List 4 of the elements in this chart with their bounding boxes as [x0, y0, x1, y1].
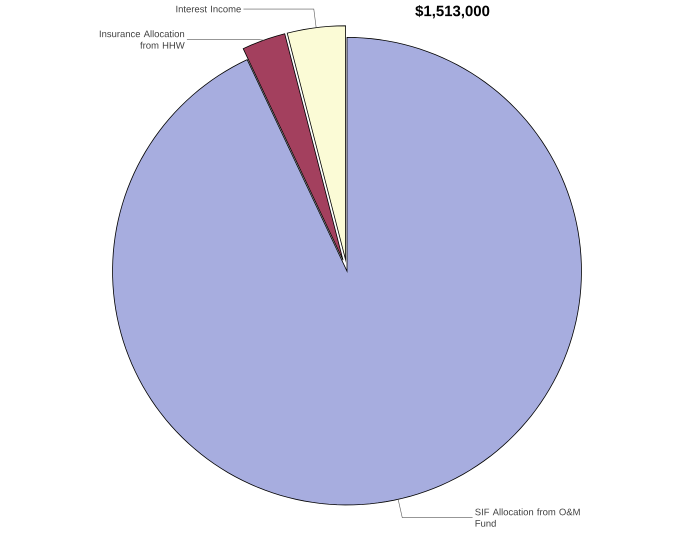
slice-label: SIF Allocation from O&M Fund [475, 508, 580, 527]
slice-label: Insurance Allocation from HHW [100, 30, 185, 49]
chart-title: $1,513,000 [415, 4, 490, 18]
slice-label: Interest Income [176, 6, 241, 12]
